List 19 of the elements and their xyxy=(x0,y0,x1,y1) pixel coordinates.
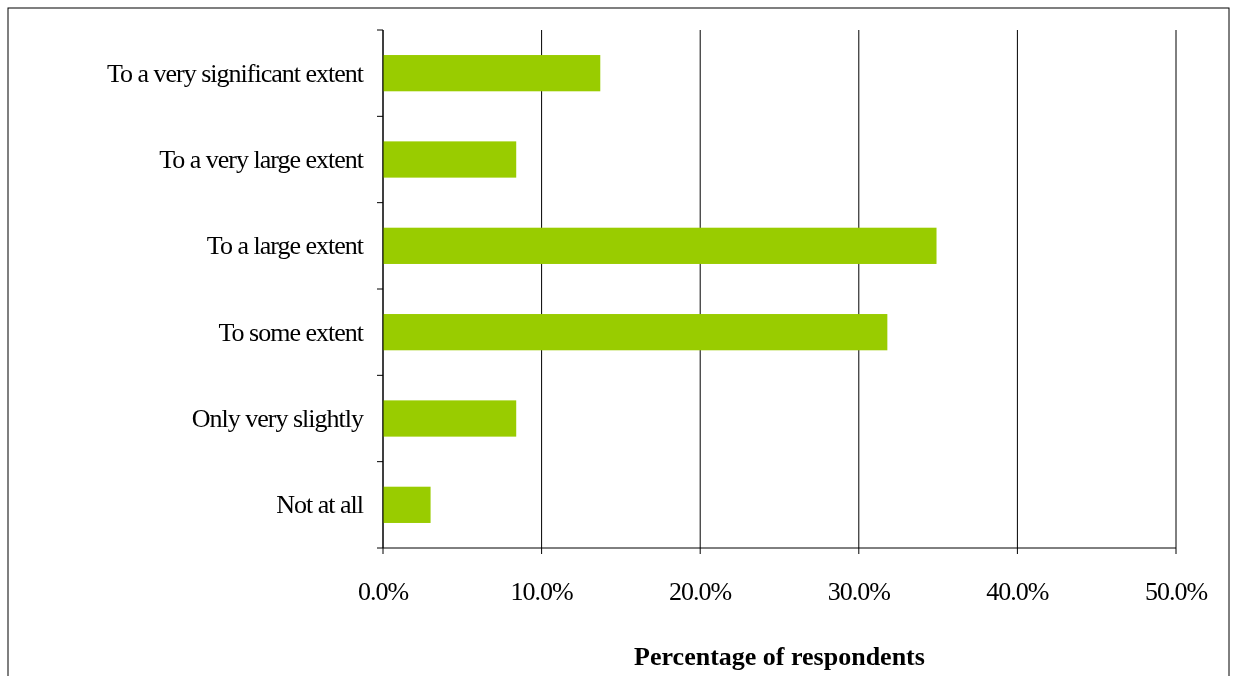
y-tick-label: Only very slightly xyxy=(191,404,364,433)
x-tick-label: 10.0% xyxy=(510,577,574,606)
bar xyxy=(383,486,431,523)
x-tick-label: 20.0% xyxy=(669,577,732,606)
x-tick-label: 30.0% xyxy=(827,577,891,606)
bar xyxy=(383,314,888,351)
x-tick-label: 40.0% xyxy=(986,577,1049,606)
x-tick-label: 0.0% xyxy=(357,577,409,606)
bar xyxy=(383,141,517,178)
y-tick-label: To some extent xyxy=(218,317,365,347)
x-axis-title: Percentage of respondents xyxy=(634,642,925,671)
bar xyxy=(383,55,601,92)
y-tick-label: To a large extent xyxy=(206,231,365,261)
y-tick-label: Not at all xyxy=(276,490,364,520)
x-tick-label: 50.0% xyxy=(1144,577,1208,606)
y-tick-label: To a very significant extent xyxy=(106,58,365,88)
y-tick-label: To a very large extent xyxy=(159,145,365,174)
bar xyxy=(383,227,937,264)
bar xyxy=(383,400,517,437)
